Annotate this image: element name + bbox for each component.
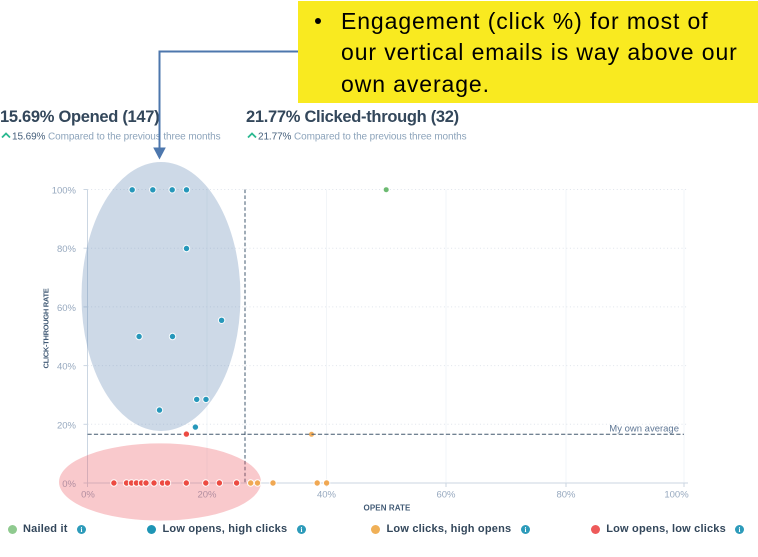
svg-text:40%: 40% <box>57 362 77 373</box>
svg-text:0%: 0% <box>81 490 95 501</box>
svg-text:i: i <box>524 526 526 534</box>
svg-text:i: i <box>739 526 741 534</box>
svg-text:i: i <box>81 526 83 534</box>
svg-text:20%: 20% <box>197 490 217 501</box>
svg-text:OPEN RATE: OPEN RATE <box>364 504 412 513</box>
svg-text:60%: 60% <box>57 303 77 314</box>
svg-text:100%: 100% <box>52 186 77 197</box>
svg-text:100%: 100% <box>664 490 689 501</box>
svg-text:CLICK-THROUGH RATE: CLICK-THROUGH RATE <box>42 288 51 368</box>
svg-text:0%: 0% <box>62 479 76 490</box>
svg-text:20%: 20% <box>57 420 77 431</box>
svg-text:60%: 60% <box>436 490 456 501</box>
svg-text:i: i <box>300 526 302 534</box>
svg-text:My own average: My own average <box>609 424 679 435</box>
svg-text:80%: 80% <box>57 244 77 255</box>
svg-text:40%: 40% <box>317 490 337 501</box>
svg-text:80%: 80% <box>556 490 576 501</box>
